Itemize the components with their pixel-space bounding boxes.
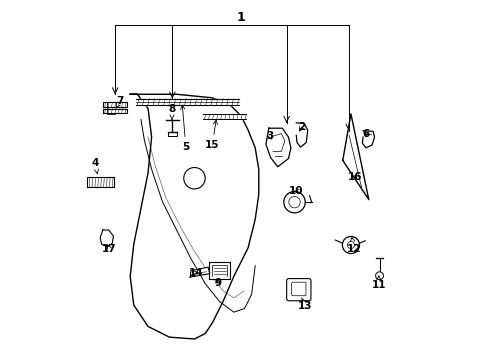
Polygon shape bbox=[103, 103, 126, 107]
Text: 9: 9 bbox=[214, 278, 221, 288]
Text: 1: 1 bbox=[236, 11, 245, 24]
Text: 15: 15 bbox=[204, 120, 219, 150]
Polygon shape bbox=[342, 114, 368, 200]
Polygon shape bbox=[265, 128, 290, 167]
Polygon shape bbox=[203, 114, 246, 119]
Text: 14: 14 bbox=[188, 268, 203, 278]
Circle shape bbox=[375, 272, 383, 280]
Polygon shape bbox=[87, 177, 114, 187]
Polygon shape bbox=[100, 230, 113, 247]
Circle shape bbox=[346, 242, 354, 249]
Text: 8: 8 bbox=[168, 104, 175, 120]
Circle shape bbox=[283, 192, 305, 213]
Circle shape bbox=[183, 167, 205, 189]
Circle shape bbox=[342, 237, 359, 253]
FancyBboxPatch shape bbox=[286, 279, 310, 301]
Polygon shape bbox=[135, 99, 239, 105]
Text: 5: 5 bbox=[180, 105, 189, 152]
Polygon shape bbox=[190, 267, 209, 277]
Text: 10: 10 bbox=[288, 186, 302, 197]
Text: 17: 17 bbox=[102, 244, 117, 254]
Text: 13: 13 bbox=[297, 298, 312, 311]
Text: 16: 16 bbox=[347, 172, 362, 182]
Circle shape bbox=[288, 197, 300, 208]
Text: 12: 12 bbox=[346, 237, 360, 254]
Polygon shape bbox=[296, 123, 307, 147]
Text: 4: 4 bbox=[91, 158, 99, 174]
Text: 2: 2 bbox=[297, 122, 305, 132]
Polygon shape bbox=[209, 262, 230, 279]
Text: 6: 6 bbox=[362, 129, 369, 139]
Text: 7: 7 bbox=[116, 96, 123, 108]
Polygon shape bbox=[362, 131, 374, 148]
FancyBboxPatch shape bbox=[291, 282, 305, 296]
Polygon shape bbox=[130, 94, 258, 339]
Text: 11: 11 bbox=[371, 276, 386, 290]
Polygon shape bbox=[103, 109, 126, 113]
Text: 3: 3 bbox=[266, 131, 273, 141]
